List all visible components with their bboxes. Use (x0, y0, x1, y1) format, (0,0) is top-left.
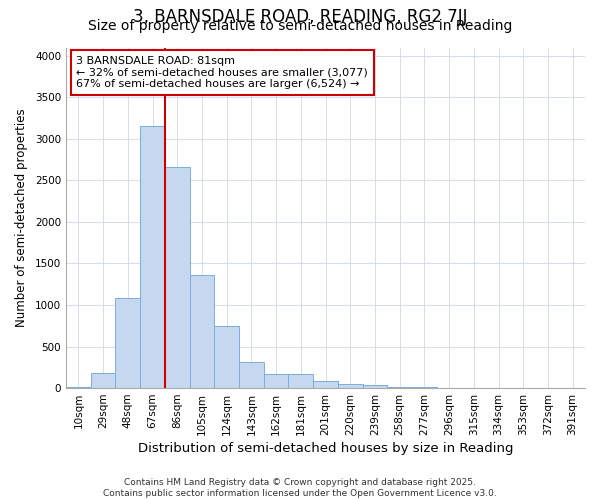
Bar (165, 167, 190, 388)
Bar (66, 387, 91, 388)
Bar (140, 126, 165, 388)
Bar (91, 372, 115, 388)
Bar (289, 374, 313, 388)
Text: Size of property relative to semi-detached houses in Reading: Size of property relative to semi-detach… (88, 19, 512, 33)
Bar (214, 326, 239, 388)
Bar (264, 374, 289, 388)
X-axis label: Distribution of semi-detached houses by size in Reading: Distribution of semi-detached houses by … (138, 442, 513, 455)
Bar (115, 298, 140, 388)
Bar (388, 387, 412, 388)
Text: 3, BARNSDALE ROAD, READING, RG2 7JJ: 3, BARNSDALE ROAD, READING, RG2 7JJ (133, 8, 467, 26)
Bar (338, 384, 362, 388)
Y-axis label: Number of semi-detached properties: Number of semi-detached properties (15, 108, 28, 327)
Bar (313, 382, 338, 388)
Bar (412, 387, 437, 388)
Text: Contains HM Land Registry data © Crown copyright and database right 2025.
Contai: Contains HM Land Registry data © Crown c… (103, 478, 497, 498)
Bar (190, 275, 214, 388)
Bar (239, 362, 264, 388)
Bar (362, 384, 388, 388)
Text: 3 BARNSDALE ROAD: 81sqm
← 32% of semi-detached houses are smaller (3,077)
67% of: 3 BARNSDALE ROAD: 81sqm ← 32% of semi-de… (76, 56, 368, 89)
